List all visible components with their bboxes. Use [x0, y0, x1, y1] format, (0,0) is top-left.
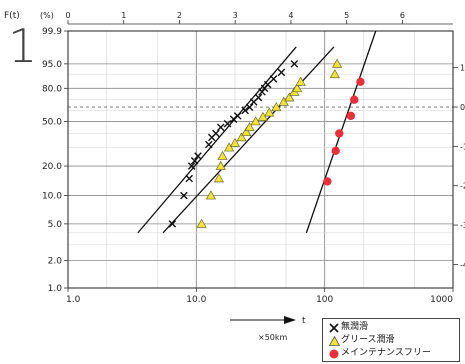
x-tick-label: 10.0 [186, 295, 206, 305]
data-point-triangle [241, 126, 252, 137]
top-scale-label: 2 [177, 11, 182, 20]
data-point-triangle [205, 190, 217, 200]
data-point-cross [187, 162, 196, 170]
data-point-triangle [264, 107, 275, 117]
data-point-circle [356, 77, 365, 87]
data-point-triangle [295, 76, 306, 86]
legend: 無潤滑 グリース潤滑 メインテナンスフリー [322, 318, 460, 362]
top-scale-label: 5 [344, 11, 349, 20]
data-point-triangle [257, 111, 268, 121]
y-tick-label: 2.0 [48, 257, 63, 267]
legend-label: メインテナンスフリー [341, 348, 431, 358]
y-tick-label: 95.0 [42, 60, 62, 70]
x-tick-label: 1000 [430, 295, 453, 305]
top-scale-label: 6 [400, 11, 405, 20]
data-point-cross [216, 123, 225, 132]
x-tick-label: 100 [316, 295, 333, 305]
plot-frame [67, 30, 454, 289]
x-arrow-label: t [302, 316, 306, 326]
circle-marker-icon [327, 349, 341, 359]
right-scale-label: -3 [460, 221, 465, 230]
triangle-marker-icon [327, 335, 341, 346]
y-tick-label: 80.0 [42, 84, 62, 94]
right-scale-label: -4 [460, 260, 465, 269]
data-point-triangle [332, 58, 343, 68]
top-scale-label: 4 [288, 11, 293, 20]
right-scale-label: -2 [460, 182, 465, 191]
data-point-triangle [236, 132, 247, 142]
data-point-cross [245, 103, 254, 112]
data-point-triangle [217, 150, 228, 160]
x-unit-label: ×50km [258, 333, 288, 342]
legend-item-series-2: メインテナンスフリー [327, 347, 455, 360]
data-point-cross [254, 93, 263, 102]
data-point-cross [180, 191, 188, 200]
y-tick-label: 1.0 [48, 284, 63, 294]
y-tick-label: 5.0 [48, 220, 63, 230]
data-point-cross [190, 157, 199, 165]
right-scale-label: -1 [460, 142, 465, 151]
y-tick-label: 10.0 [42, 192, 62, 202]
cross-marker-icon [327, 322, 341, 333]
data-point-triangle [292, 83, 303, 93]
figure-number: 1 [8, 19, 37, 73]
data-point-triangle [278, 96, 289, 106]
data-point-circle [331, 146, 340, 156]
data-point-triangle [250, 116, 261, 126]
data-point-circle [350, 95, 359, 104]
y-axis-title: F(t) [4, 11, 20, 21]
data-point-cross [204, 140, 213, 149]
data-point-circle [335, 129, 344, 138]
data-point-cross [194, 152, 202, 160]
data-point-cross [212, 129, 220, 138]
data-point-circle [346, 111, 356, 121]
legend-item-series-1: グリース潤滑 [327, 334, 455, 347]
right-scale-label: 1 [460, 64, 465, 73]
y-axis-unit: (%) [40, 11, 54, 20]
legend-label: 無潤滑 [341, 322, 369, 332]
data-point-triangle [271, 102, 282, 112]
data-point-cross [185, 174, 194, 183]
legend-item-series-0: 無潤滑 [327, 321, 455, 334]
right-scale-label: 0 [460, 103, 465, 112]
data-point-triangle [329, 69, 340, 79]
data-point-cross [263, 80, 272, 89]
fit-line [137, 46, 297, 234]
y-tick-label: 20.0 [42, 162, 62, 172]
y-tick-label: 50.0 [42, 117, 62, 127]
data-point-cross [269, 75, 278, 83]
top-scale-label: 3 [233, 11, 238, 20]
data-point-cross [223, 119, 232, 128]
data-point-triangle [284, 92, 295, 102]
top-scale-label: 1 [121, 11, 126, 20]
data-point-triangle [196, 218, 207, 228]
data-point-cross [168, 220, 177, 228]
data-point-triangle [223, 142, 235, 152]
data-point-triangle [213, 173, 225, 183]
x-tick-label: 1.0 [66, 295, 81, 305]
data-point-cross [258, 88, 266, 96]
data-point-circle [323, 177, 332, 186]
y-tick-label: 99.9 [42, 27, 62, 37]
fit-line [162, 46, 335, 234]
legend-label: グリース潤滑 [341, 335, 395, 345]
data-point-cross [241, 106, 249, 115]
top-scale-label: 0 [65, 11, 70, 20]
arrow-head [284, 316, 296, 324]
data-point-triangle [244, 122, 255, 132]
data-point-triangle [229, 137, 241, 147]
data-point-triangle [215, 160, 226, 170]
data-point-cross [233, 112, 242, 120]
data-point-cross [277, 68, 286, 77]
data-point-cross [290, 60, 299, 68]
